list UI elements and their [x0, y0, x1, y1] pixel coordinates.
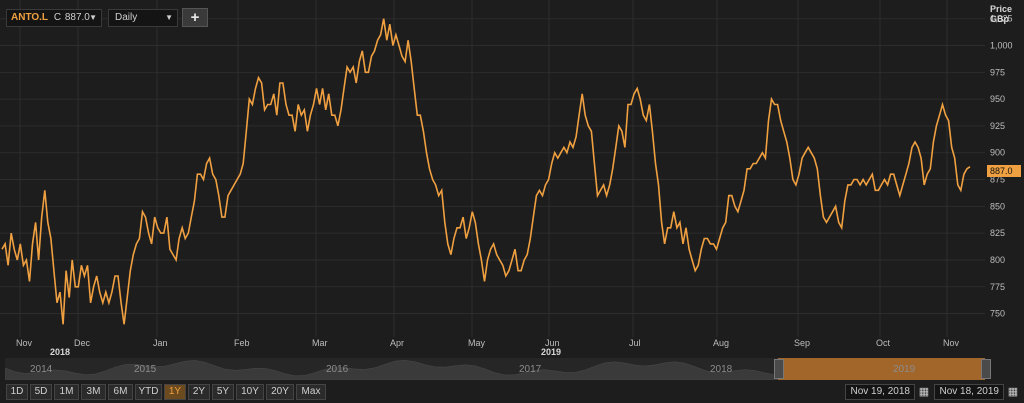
symbol-selector[interactable]: ANTO.L C 887.0 ▼: [6, 9, 102, 27]
navigator-year: 2018: [710, 364, 733, 375]
navigator-selection[interactable]: [778, 358, 985, 380]
range-1y-button[interactable]: 1Y: [164, 384, 186, 400]
navigator-left-handle[interactable]: [774, 359, 784, 379]
range-1m-button[interactable]: 1M: [54, 384, 79, 400]
chevron-down-icon[interactable]: ▼: [165, 13, 173, 22]
y-tick-label: 975: [990, 67, 1005, 77]
range-20y-button[interactable]: 20Y: [266, 384, 294, 400]
navigator-year: 2016: [326, 364, 349, 375]
price-axis-title: Price: [990, 4, 1013, 14]
start-date-field[interactable]: Nov 19, 2018: [845, 384, 915, 400]
y-tick-label: 1,000: [990, 41, 1013, 51]
calendar-icon[interactable]: ▦: [918, 386, 930, 398]
x-tick-label: Feb: [234, 338, 250, 348]
x-year-label: 2018: [50, 347, 70, 357]
navigator-year: 2019: [893, 364, 916, 375]
range-2y-button[interactable]: 2Y: [188, 384, 210, 400]
close-price: 887.0: [64, 12, 90, 23]
y-axis: 750 775 800 825 850 875 900 925 950 975 1,000 1,025: [990, 14, 1013, 319]
range-5y-button[interactable]: 5Y: [212, 384, 234, 400]
range-3m-button[interactable]: 3M: [81, 384, 106, 400]
x-tick-label: Dec: [74, 338, 91, 348]
x-tick-label: Nov: [16, 338, 33, 348]
chevron-down-icon[interactable]: ▼: [89, 13, 97, 22]
interval-selector[interactable]: Daily ▼: [108, 9, 178, 27]
x-tick-label: Mar: [312, 338, 328, 348]
end-date-field[interactable]: Nov 18, 2019: [934, 384, 1004, 400]
symbol-text: ANTO.L: [11, 12, 49, 23]
calendar-icon[interactable]: ▦: [1007, 386, 1019, 398]
x-tick-label: Jun: [545, 338, 560, 348]
price-line: [1, 18, 971, 325]
y-tick-label: 750: [990, 309, 1005, 319]
y-tick-label: 900: [990, 148, 1005, 158]
navigator-right-handle[interactable]: [981, 359, 991, 379]
x-tick-label: Oct: [876, 338, 891, 348]
range-5d-button[interactable]: 5D: [30, 384, 52, 400]
y-tick-label: 925: [990, 121, 1005, 131]
interval-text: Daily: [115, 12, 138, 23]
x-tick-label: Jul: [629, 338, 641, 348]
y-tick-label: 875: [990, 175, 1005, 185]
x-year-label: 2019: [541, 347, 561, 357]
x-tick-label: May: [468, 338, 486, 348]
x-tick-label: Sep: [794, 338, 810, 348]
range-max-button[interactable]: Max: [296, 384, 326, 400]
navigator-year: 2015: [134, 364, 157, 375]
x-tick-label: Aug: [713, 338, 729, 348]
range-10y-button[interactable]: 10Y: [236, 384, 264, 400]
x-tick-label: Apr: [390, 338, 404, 348]
y-tick-label: 950: [990, 94, 1005, 104]
chart-grid: [0, 0, 985, 337]
close-price-prefix: C: [53, 12, 62, 23]
y-tick-label: 800: [990, 255, 1005, 265]
y-tick-label: 825: [990, 228, 1005, 238]
y-tick-label: 775: [990, 282, 1005, 292]
y-tick-label: 850: [990, 201, 1005, 211]
navigator-year: 2014: [30, 364, 53, 375]
x-tick-label: Nov: [943, 338, 960, 348]
price-axis-unit: GBp: [990, 14, 1009, 24]
range-1d-button[interactable]: 1D: [6, 384, 28, 400]
range-6m-button[interactable]: 6M: [108, 384, 133, 400]
x-tick-label: Jan: [153, 338, 168, 348]
last-price-marker: 887.0: [987, 165, 1021, 177]
navigator-year: 2017: [519, 364, 542, 375]
add-button[interactable]: +: [182, 8, 208, 27]
y-tick-label: 1,025: [990, 14, 1013, 24]
range-ytd-button[interactable]: YTD: [135, 384, 162, 400]
